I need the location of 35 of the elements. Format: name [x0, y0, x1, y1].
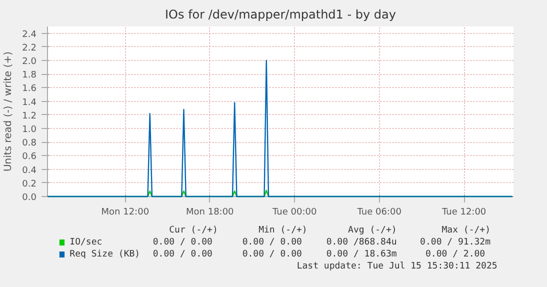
text: 0.00 / 91.32m — [420, 238, 491, 248]
y-axis-title: Units read (-) / write (+) — [3, 51, 14, 172]
x-tick-label: Mon 18:00 — [186, 208, 234, 218]
y-tick-label: 0.6 — [22, 152, 37, 162]
text: 0.00 / 0.00 — [152, 250, 212, 260]
x-tick-label: Tue 06:00 — [356, 208, 402, 218]
text: Last update: Tue Jul 15 15:30:11 2025 — [296, 262, 498, 272]
legend-label: Req Size (KB) — [70, 250, 140, 260]
text: 0.00 / 0.00 — [152, 238, 212, 248]
text: 0.00 / 2.00 — [425, 250, 486, 260]
x-tick-label: Mon 12:00 — [101, 208, 150, 218]
text: 0.00 /868.84u — [326, 238, 397, 248]
y-tick-label: 0.0 — [22, 193, 37, 203]
y-tick-label: 0.4 — [22, 166, 37, 176]
y-tick-label: 1.4 — [22, 98, 37, 108]
x-tick-label: Tue 00:00 — [272, 208, 317, 218]
y-tick-label: 0.2 — [22, 179, 37, 190]
y-tick-label: 2.0 — [22, 57, 37, 67]
text: 0.00 / 0.00 — [242, 238, 302, 248]
text: Min (-/+) — [258, 226, 308, 236]
text: Max (-/+) — [442, 226, 491, 236]
y-tick-label: 1.0 — [22, 125, 37, 135]
y-tick-label: 1.6 — [22, 84, 37, 94]
y-tick-label: 1.8 — [22, 70, 37, 81]
text: Cur (-/+) — [169, 226, 218, 236]
y-tick-label: 1.2 — [22, 111, 37, 122]
text: Avg (-/+) — [348, 226, 397, 236]
y-tick-label: 2.2 — [22, 43, 37, 54]
text: 0.00 / 0.00 — [242, 250, 302, 260]
chart-title: IOs for /dev/mapper/mpathd1 - by day — [165, 8, 396, 22]
legend-label: IO/sec — [70, 238, 102, 248]
x-tick-label: Tue 12:00 — [440, 208, 486, 218]
text: 0.00 / 18.63m — [326, 250, 397, 260]
y-tick-label: 2.4 — [22, 30, 37, 40]
y-tick-label: 0.8 — [22, 138, 37, 149]
